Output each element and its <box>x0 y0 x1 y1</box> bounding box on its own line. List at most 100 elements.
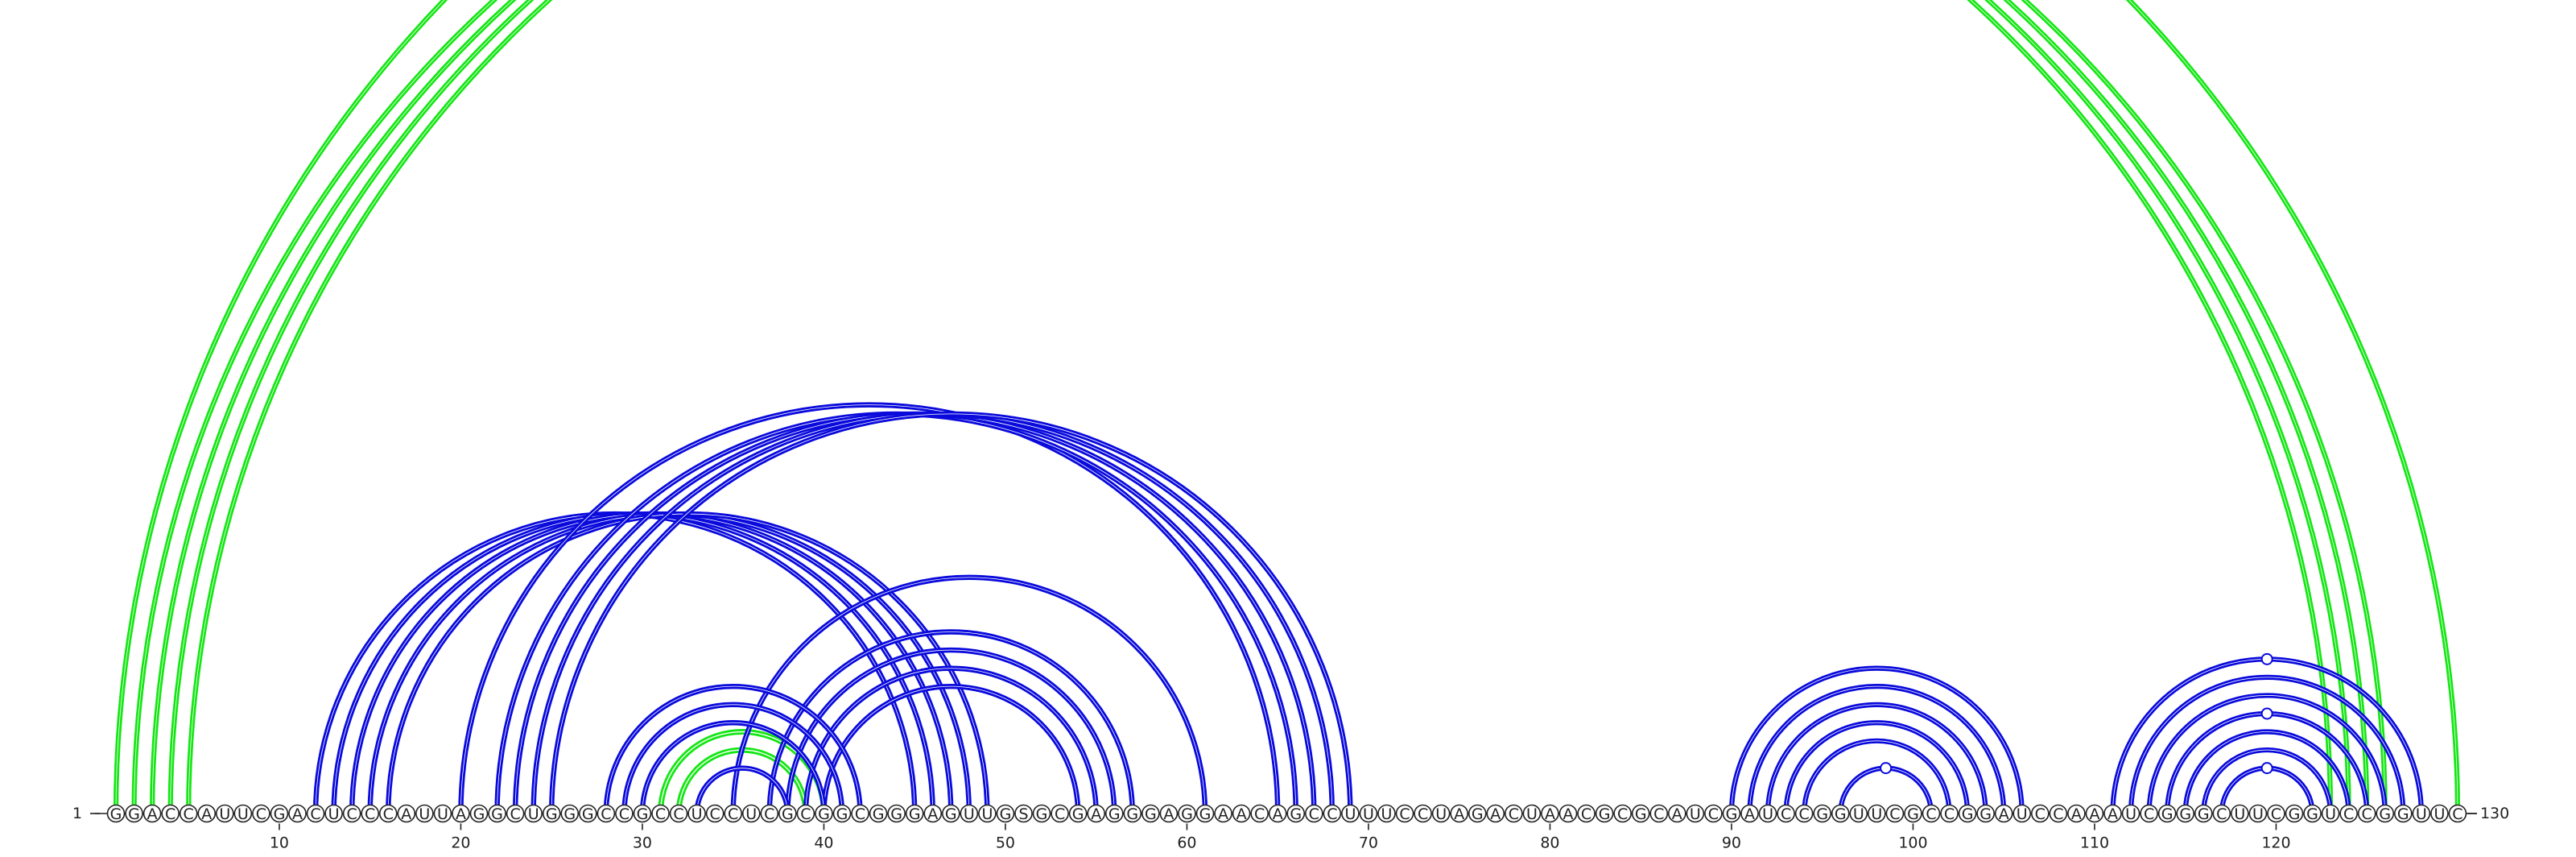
base-pair-arc-gap <box>533 413 1333 814</box>
nucleotide-letter: G <box>128 805 140 823</box>
arc-apex-marker <box>1880 762 1893 775</box>
nucleotide-circle <box>197 804 217 823</box>
nucleotide: G <box>270 804 289 823</box>
nucleotide-circle <box>796 804 815 823</box>
nucleotide-circle <box>2357 804 2376 823</box>
nucleotide-letter: G <box>1599 805 1611 823</box>
axis-tick-label: 10 <box>270 834 289 852</box>
nucleotide: C <box>506 804 525 823</box>
nucleotide-letter: C <box>2271 805 2281 823</box>
nucleotide: C <box>1922 804 1941 823</box>
nucleotide: G <box>1178 804 1196 823</box>
nucleotide: A <box>2103 804 2122 823</box>
nucleotide-letter: C <box>2035 805 2046 823</box>
nucleotide: G <box>996 804 1015 823</box>
nucleotide-letter: G <box>1635 805 1647 823</box>
nucleotide: C <box>378 804 398 823</box>
nucleotide: G <box>1123 804 1142 823</box>
nucleotide: U <box>2248 804 2268 823</box>
nucleotide: G <box>1976 804 1995 823</box>
nucleotide-letter: S <box>1018 805 1028 823</box>
nucleotide: G <box>2285 804 2304 823</box>
nucleotide-letter: U <box>219 805 230 823</box>
nucleotide-letter: U <box>691 805 703 823</box>
nucleotide-letter: G <box>1072 805 1084 823</box>
base-pair-arc-gap <box>1785 722 1968 814</box>
nucleotide-letter: C <box>1418 805 1428 823</box>
nucleotide: C <box>851 804 869 823</box>
position-axis: 10 20 30 40 50 60 70 80 90 100 110 120 <box>270 823 2291 852</box>
nucleotide-circle <box>1541 804 1559 823</box>
nucleotide: U <box>233 804 253 823</box>
nucleotide-letter: U <box>528 805 539 823</box>
nucleotide-letter: C <box>1653 805 1664 823</box>
base-pair-arc <box>134 0 2331 814</box>
nucleotide-letter: G <box>582 805 594 823</box>
nucleotide-circle <box>578 804 597 823</box>
nucleotide-circle <box>1087 804 1105 823</box>
nucleotide: U <box>324 804 343 823</box>
nucleotide: A <box>1668 804 1686 823</box>
nucleotide: C <box>1649 804 1669 823</box>
nucleotide-letter: G <box>2179 805 2191 823</box>
nucleotide-letter: G <box>1108 805 1121 823</box>
nucleotide: G <box>1904 804 1922 823</box>
nucleotide: C <box>1051 804 1069 823</box>
nucleotide: G <box>1813 804 1831 823</box>
nucleotide-letter: U <box>1526 805 1538 823</box>
nucleotide-letter: C <box>383 805 394 823</box>
nucleotide-circle <box>887 804 906 823</box>
nucleotide-circle <box>1868 804 1886 823</box>
nucleotide-letter: U <box>328 805 340 823</box>
nucleotide-letter: C <box>310 805 320 823</box>
nucleotide-letter: U <box>2125 805 2136 823</box>
nucleotide-letter: C <box>601 805 611 823</box>
nucleotide-circle <box>1722 804 1741 823</box>
nucleotide-circle <box>2321 804 2340 823</box>
base-pair-arcs <box>113 0 2461 814</box>
nucleotide: G <box>1032 804 1051 823</box>
nucleotide-letter: C <box>1708 805 1719 823</box>
nucleotide: G <box>832 804 852 823</box>
nucleotide: G <box>887 804 906 823</box>
nucleotide: U <box>1431 804 1451 823</box>
nucleotide: G <box>542 804 561 823</box>
nucleotide-letter: G <box>1145 805 1157 823</box>
nucleotide-circle <box>1577 804 1596 823</box>
nucleotide-circle <box>378 804 398 823</box>
base-pair-arc-gap <box>514 413 1315 814</box>
nucleotide: A <box>1541 804 1559 823</box>
nucleotide-circle <box>778 804 797 823</box>
nucleotide-circle <box>2194 804 2213 823</box>
nucleotide-letter: U <box>2252 805 2264 823</box>
nucleotide-circle <box>1994 804 2013 823</box>
nucleotide-letter: A <box>1545 805 1555 823</box>
nucleotide-circle <box>270 804 289 823</box>
nucleotide-circle <box>1740 804 1759 823</box>
nucleotide-circle <box>832 804 852 823</box>
nucleotide-letter: A <box>1999 805 2009 823</box>
nucleotide: G <box>905 804 924 823</box>
nucleotide-letter: G <box>1816 805 1828 823</box>
nucleotide-letter: A <box>147 805 158 823</box>
nucleotide-circle <box>1904 804 1922 823</box>
nucleotide: U <box>1686 804 1705 823</box>
nucleotide: G <box>1831 804 1850 823</box>
nucleotide-letter: C <box>655 805 666 823</box>
nucleotide: U <box>1868 804 1886 823</box>
nucleotide-circle <box>1341 804 1360 823</box>
nucleotide-circle <box>615 804 634 823</box>
nucleotide: C <box>2357 804 2376 823</box>
nucleotide-circle <box>306 804 325 823</box>
nucleotide: G <box>633 804 652 823</box>
nucleotide-circle <box>905 804 924 823</box>
nucleotide: C <box>252 804 270 823</box>
nucleotide-circle <box>2140 804 2158 823</box>
nucleotide: C <box>669 804 688 823</box>
nucleotide-circle <box>705 804 724 823</box>
nucleotide-letter: C <box>764 805 774 823</box>
nucleotide-circle <box>869 804 888 823</box>
base-pair-arc <box>512 411 1317 814</box>
base-pair-arc-gap <box>171 0 2368 814</box>
